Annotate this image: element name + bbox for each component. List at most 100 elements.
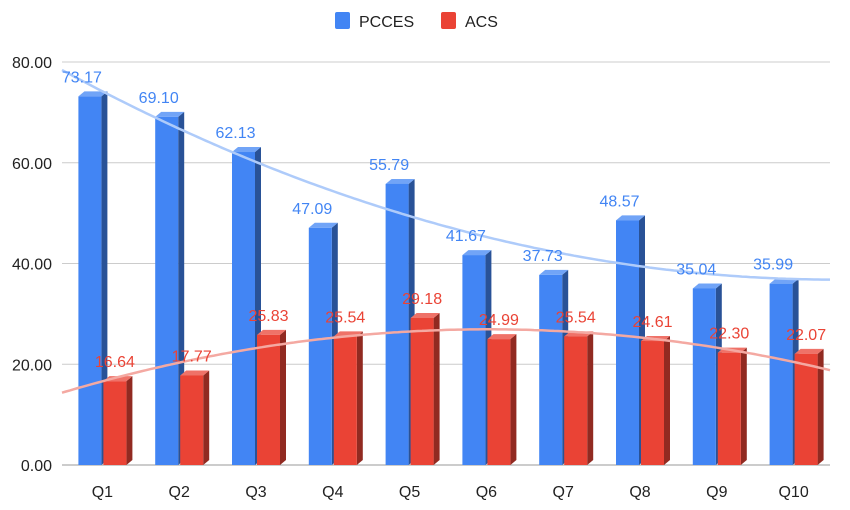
x-tick-label: Q10 — [778, 484, 808, 501]
x-tick-label: Q8 — [629, 484, 650, 501]
x-axis: Q1 Q2 Q3 Q4 Q5 Q6 Q7 Q8 Q9 Q10 — [92, 484, 809, 501]
bar-front — [103, 381, 127, 465]
bar-front — [717, 352, 741, 465]
bar-top — [410, 313, 440, 319]
data-label-acs: 22.30 — [709, 326, 749, 343]
bar-front — [410, 318, 434, 465]
data-label-acs: 25.83 — [248, 308, 288, 325]
legend-swatch-pcces — [335, 12, 350, 29]
bar-top — [692, 283, 722, 289]
bar-front — [487, 339, 511, 465]
bar-top — [180, 370, 210, 376]
bar-front — [564, 336, 588, 465]
x-tick-label: Q4 — [322, 484, 343, 501]
bar-top — [462, 250, 492, 256]
bar-side — [356, 331, 363, 465]
data-label-pcces: 35.99 — [753, 257, 793, 274]
legend-label-pcces: PCCES — [359, 14, 414, 31]
bar-top — [155, 111, 185, 117]
trendlines — [61, 68, 831, 394]
bar-front — [641, 341, 664, 465]
bar-front — [616, 220, 639, 465]
bar-side — [587, 331, 594, 465]
data-label-pcces: 41.67 — [446, 228, 486, 245]
bar-pcces-q6 — [462, 250, 492, 465]
data-labels: 73.17 69.10 62.13 47.09 55.79 41.67 37.73 48.57… — [62, 69, 826, 371]
bar-top — [78, 91, 108, 97]
x-tick-label: Q3 — [245, 484, 266, 501]
data-label-acs: 25.54 — [325, 309, 365, 326]
bar-front — [180, 375, 204, 465]
bar-acs-q9 — [717, 347, 747, 465]
data-label-acs: 22.07 — [786, 327, 826, 344]
bar-acs-q8 — [641, 336, 670, 465]
bar-pcces-q5 — [385, 178, 415, 465]
trendline-pcces — [61, 68, 830, 281]
bar-top — [232, 147, 261, 153]
bar-front — [539, 274, 563, 465]
x-tick-label: Q5 — [399, 484, 420, 501]
bar-side — [664, 336, 670, 465]
bar-top — [385, 178, 415, 184]
bar-pcces-q10 — [769, 278, 799, 465]
bar-front — [692, 288, 716, 465]
bar-pcces-q7 — [539, 269, 569, 465]
bar-front — [769, 283, 793, 465]
data-label-acs: 24.61 — [632, 314, 672, 331]
bar-side — [433, 313, 440, 465]
bar-front — [232, 152, 255, 465]
data-label-acs: 25.54 — [556, 309, 596, 326]
bar-acs-q6 — [487, 334, 517, 465]
bar-front — [794, 353, 818, 465]
bar-pcces-q8 — [616, 215, 645, 465]
data-label-acs: 29.18 — [402, 291, 442, 308]
bar-pcces-q9 — [692, 283, 722, 465]
x-tick-label: Q2 — [169, 484, 190, 501]
data-label-pcces: 35.04 — [676, 261, 716, 278]
bar-front — [308, 227, 332, 465]
bar-top — [616, 215, 645, 221]
bar-pcces-q1 — [78, 91, 108, 465]
bar-top — [794, 348, 824, 354]
bar-acs-q4 — [333, 331, 363, 465]
data-label-acs: 24.99 — [479, 312, 519, 329]
bar-acs-q10 — [794, 348, 824, 465]
y-tick-label: 0.00 — [21, 458, 52, 475]
y-tick-label: 40.00 — [12, 257, 52, 274]
data-label-pcces: 73.17 — [62, 69, 102, 86]
bar-front — [462, 255, 486, 465]
bar-acs-q7 — [564, 331, 594, 465]
data-label-pcces: 47.09 — [292, 201, 332, 218]
x-tick-label: Q7 — [553, 484, 574, 501]
bars — [78, 91, 824, 465]
y-tick-label: 80.00 — [12, 55, 52, 72]
bar-front — [78, 96, 102, 465]
bar-top — [539, 269, 569, 275]
bar-acs-q1 — [103, 376, 133, 465]
bar-acs-q5 — [410, 313, 440, 465]
data-label-pcces: 37.73 — [523, 248, 563, 265]
y-tick-label: 20.00 — [12, 357, 52, 374]
bar-side — [126, 376, 133, 465]
bar-pcces-q3 — [232, 147, 261, 465]
bar-front — [333, 336, 357, 465]
x-tick-label: Q6 — [476, 484, 497, 501]
x-tick-label: Q1 — [92, 484, 113, 501]
data-label-pcces: 69.10 — [139, 90, 179, 107]
trendline-acs — [61, 328, 831, 394]
bar-pcces-q4 — [308, 222, 338, 465]
y-axis: 0.00 20.00 40.00 60.00 80.00 — [12, 55, 52, 475]
bar-front — [155, 116, 179, 465]
legend-label-acs: ACS — [465, 14, 498, 31]
x-tick-label: Q9 — [706, 484, 727, 501]
bar-side — [510, 334, 517, 465]
data-label-acs: 16.64 — [95, 354, 135, 371]
bar-top — [308, 222, 338, 228]
bar-pcces-q2 — [155, 111, 185, 465]
bar-side — [280, 329, 286, 465]
legend: PCCES ACS — [335, 12, 498, 31]
data-label-acs: 17.77 — [172, 348, 212, 365]
legend-swatch-acs — [441, 12, 456, 29]
bar-acs-q3 — [257, 329, 286, 465]
